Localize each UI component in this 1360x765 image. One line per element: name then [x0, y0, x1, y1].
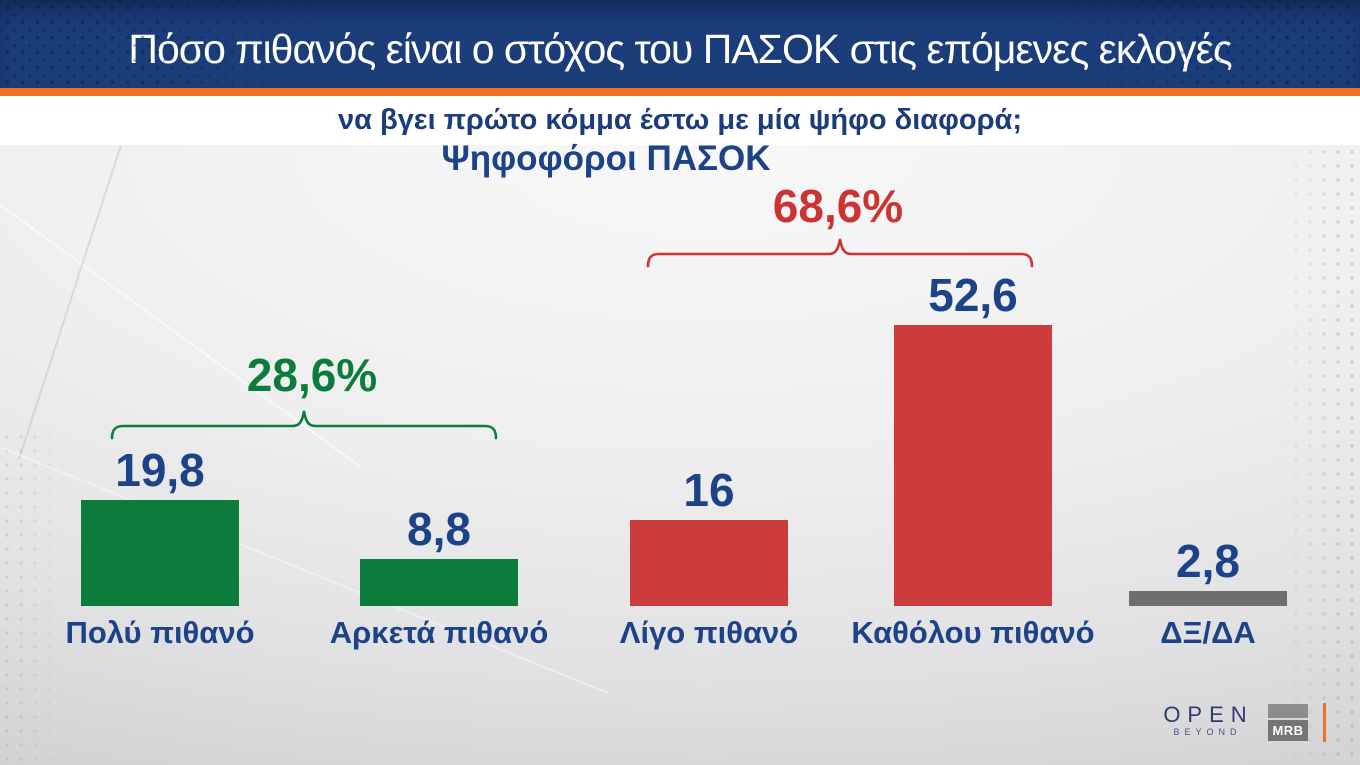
- orange-accent-bar: [0, 88, 1360, 96]
- mrb-logo-top-bar: [1268, 704, 1308, 718]
- open-logo-tagline: BEYOND: [1173, 727, 1242, 737]
- dots-pattern-left: [0, 430, 70, 765]
- bar-value-label: 16: [683, 464, 735, 516]
- bar-0: [81, 500, 239, 606]
- bar-value-label: 19,8: [115, 444, 205, 496]
- page-title: Πόσο πιθανός είναι ο στόχος του ΠΑΣΟΚ στ…: [128, 25, 1232, 72]
- header-banner: Πόσο πιθανός είναι ο στόχος του ΠΑΣΟΚ στ…: [0, 0, 1360, 88]
- group-bracket-red: [646, 238, 1034, 268]
- bar-value-label: 52,6: [928, 269, 1018, 321]
- aggregate-label-green: 28,6%: [246, 349, 378, 401]
- subtitle-band: να βγει πρώτο κόμμα έστω με μία ψήφο δια…: [0, 96, 1360, 145]
- bar-category-label: Λίγο πιθανό: [619, 615, 799, 650]
- bar-1: [360, 559, 518, 606]
- header-dots-pattern-right: [1040, 0, 1360, 88]
- group-bracket-green: [110, 410, 498, 440]
- page-subtitle: να βγει πρώτο κόμμα έστω με μία ψήφο δια…: [337, 104, 1023, 136]
- bracket-path-red: [646, 238, 1034, 268]
- bar-4: [1129, 591, 1287, 606]
- bar-2: [630, 520, 788, 606]
- bar-category-label: Καθόλου πιθανό: [851, 615, 1095, 650]
- mrb-logo-text: MRB: [1268, 720, 1308, 741]
- dots-pattern-right: [1275, 145, 1360, 765]
- open-logo-text: OPEN: [1163, 702, 1254, 727]
- bracket-path-green: [110, 410, 498, 440]
- open-tv-logo: OPEN BEYOND: [1150, 704, 1260, 738]
- bar-category-label: Πολύ πιθανό: [65, 615, 255, 650]
- chart-title: Ψηφοφόροι ΠΑΣΟΚ: [441, 139, 771, 178]
- bar-3: [894, 325, 1052, 606]
- bar-value-label: 8,8: [407, 503, 471, 555]
- bar-category-label: Αρκετά πιθανό: [329, 615, 549, 650]
- orange-divider-line: [1323, 703, 1326, 742]
- bar-category-label: ΔΞ/ΔΑ: [1160, 615, 1256, 650]
- aggregate-label-red: 68,6%: [772, 180, 904, 232]
- mrb-logo: MRB: [1268, 704, 1308, 741]
- decorative-line: [18, 145, 122, 460]
- header-dots-pattern-left: [0, 0, 340, 88]
- bar-value-label: 2,8: [1176, 535, 1240, 587]
